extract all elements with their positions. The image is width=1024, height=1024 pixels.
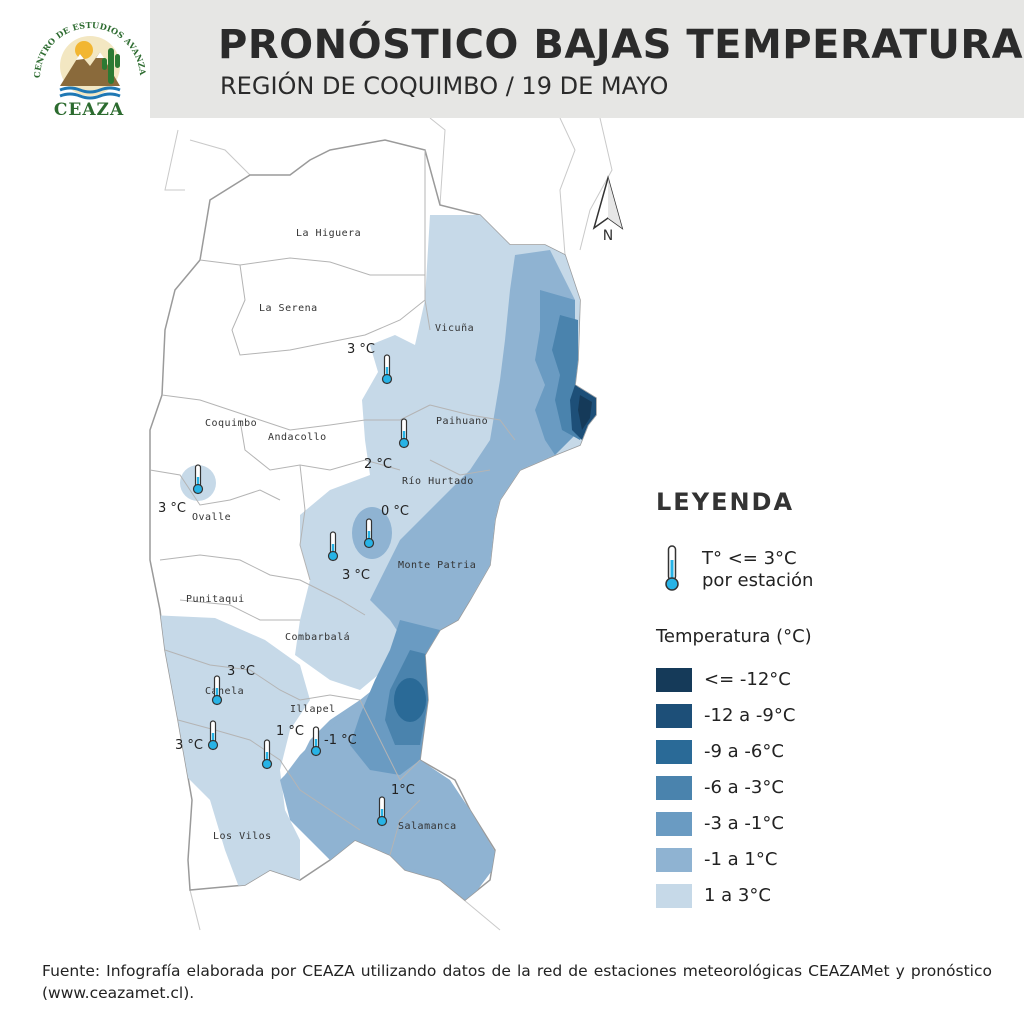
legend-row: -9 a -6°C xyxy=(656,740,956,768)
zone-below-minus12 xyxy=(578,395,592,430)
legend: LEYENDA T° <= 3°C por estación Temperatu… xyxy=(652,488,982,908)
legend-station-line1: T° <= 3°C xyxy=(702,548,797,569)
station-temp: -1 °C xyxy=(324,733,357,748)
label-salamanca: Salamanca xyxy=(398,821,457,832)
legend-swatch xyxy=(656,776,692,800)
station-marker xyxy=(376,796,388,827)
legend-row: 1 a 3°C xyxy=(656,884,956,912)
page-subtitle: REGIÓN DE COQUIMBO / 19 DE MAYO xyxy=(220,72,669,100)
label-illapel: Illapel xyxy=(290,704,336,715)
label-vicuna: Vicuña xyxy=(435,323,474,334)
north-arrow-label: N xyxy=(603,228,613,244)
label-coquimbo: Coquimbo xyxy=(205,418,257,429)
label-punitaqui: Punitaqui xyxy=(186,594,245,605)
station-temp: 3 °C xyxy=(175,738,203,753)
legend-label: -12 a -9°C xyxy=(704,705,796,726)
legend-row: -6 a -3°C xyxy=(656,776,956,804)
label-rio-hurtado: Río Hurtado xyxy=(402,475,474,487)
ceaza-emblem-icon: CENTRO DE ESTUDIOS AVANZADOS EN ZONAS ÁR… xyxy=(20,0,148,100)
label-la-serena: La Serena xyxy=(259,303,318,314)
stations: 3 °C 2 °C 3 °C 0 °C 3 °C xyxy=(158,342,415,827)
station-marker xyxy=(398,418,410,449)
station-marker xyxy=(363,518,375,549)
legend-swatch xyxy=(656,812,692,836)
station-marker xyxy=(327,531,339,562)
label-andacollo: Andacollo xyxy=(268,432,327,443)
label-combarbala: Combarbalá xyxy=(285,631,350,643)
header-band xyxy=(150,0,1024,118)
legend-swatch xyxy=(656,848,692,872)
temperature-zones xyxy=(150,215,596,900)
station-temp: 3 °C xyxy=(227,664,255,679)
label-paihuano: Paihuano xyxy=(436,416,488,427)
station-marker xyxy=(261,739,273,770)
logo-text: CEAZA xyxy=(53,100,125,120)
legend-label: 1 a 3°C xyxy=(704,885,771,906)
station-marker xyxy=(381,354,393,385)
source-footer: Fuente: Infografía elaborada por CEAZA u… xyxy=(42,962,992,1002)
legend-label: -1 a 1°C xyxy=(704,849,778,870)
page-title: PRONÓSTICO BAJAS TEMPERATURAS xyxy=(218,22,1024,68)
label-los-vilos: Los Vilos xyxy=(213,831,272,842)
label-ovalle: Ovalle xyxy=(192,512,231,523)
zone-minus9-to-minus6 xyxy=(394,678,426,722)
legend-station: T° <= 3°C por estación xyxy=(660,544,960,604)
legend-label: -6 a -3°C xyxy=(704,777,784,798)
legend-swatch xyxy=(656,704,692,728)
legend-swatch xyxy=(656,668,692,692)
label-la-higuera: La Higuera xyxy=(296,228,361,239)
north-arrow-icon: N xyxy=(592,175,624,244)
legend-row: <= -12°C xyxy=(656,668,956,696)
station-temp: 0 °C xyxy=(381,504,409,519)
station-temp: 3 °C xyxy=(347,342,375,357)
legend-temp-heading: Temperatura (°C) xyxy=(656,626,812,647)
station-temp: 1°C xyxy=(391,783,415,798)
station-marker xyxy=(207,720,219,751)
legend-swatch xyxy=(656,884,692,908)
ceaza-logo: CENTRO DE ESTUDIOS AVANZADOS EN ZONAS ÁR… xyxy=(20,0,154,120)
station-marker xyxy=(192,464,204,495)
legend-swatch xyxy=(656,740,692,764)
region-map: La Higuera La Serena Vicuña Paihuano Coq… xyxy=(149,118,624,931)
station-marker xyxy=(310,726,322,757)
legend-station-line2: por estación xyxy=(702,570,814,591)
station-temp: 3 °C xyxy=(342,568,370,583)
legend-label: -3 a -1°C xyxy=(704,813,784,834)
legend-row: -12 a -9°C xyxy=(656,704,956,732)
station-temp: 1 °C xyxy=(276,724,304,739)
label-monte-patria: Monte Patria xyxy=(398,560,476,571)
station-temp: 2 °C xyxy=(364,457,392,472)
legend-label: -9 a -6°C xyxy=(704,741,784,762)
station-marker xyxy=(211,675,223,706)
commune-labels: La Higuera La Serena Vicuña Paihuano Coq… xyxy=(186,228,488,842)
legend-row: -3 a -1°C xyxy=(656,812,956,840)
legend-row: -1 a 1°C xyxy=(656,848,956,876)
station-temp: 3 °C xyxy=(158,501,186,516)
thermometer-icon xyxy=(665,545,679,591)
legend-title: LEYENDA xyxy=(656,488,795,516)
legend-label: <= -12°C xyxy=(704,669,791,690)
label-canela: Canela xyxy=(205,686,244,697)
